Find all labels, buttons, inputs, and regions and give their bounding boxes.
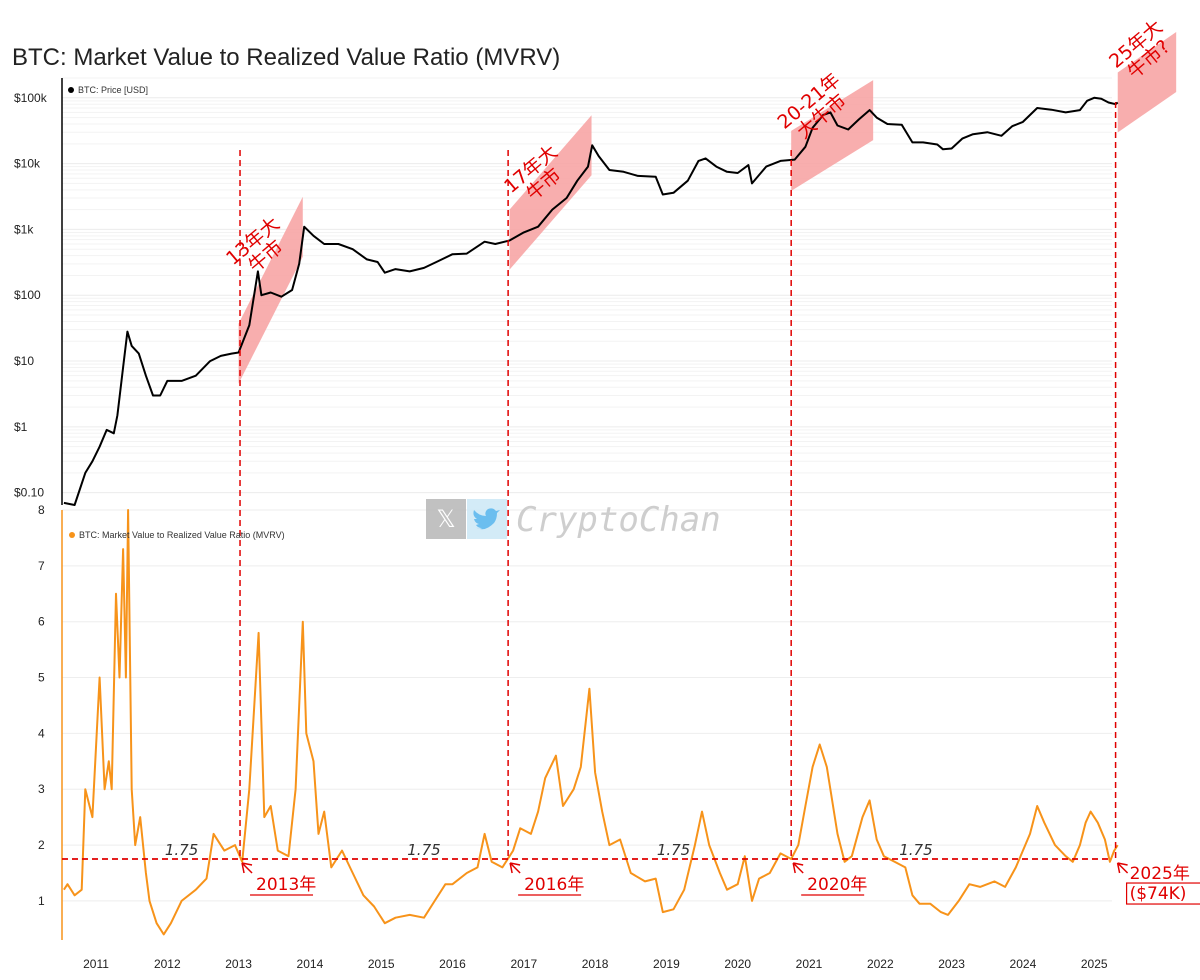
- bull-market-highlight: [791, 80, 874, 191]
- price-grid: [62, 77, 1112, 494]
- marker-sublabel-box: [1125, 882, 1200, 905]
- mvrv-y-tick-label: 7: [38, 559, 45, 573]
- mvrv-y-tick-label: 2: [38, 838, 45, 852]
- x-tick-label: 2019: [653, 957, 680, 971]
- mvrv-legend-label: BTC: Market Value to Realized Value Rati…: [79, 530, 285, 540]
- price-y-tick-label: $10k: [14, 157, 41, 171]
- x-logo-glyph: 𝕏: [436, 505, 455, 533]
- twitter-bird-shape: [473, 508, 500, 530]
- x-logo-icon: [426, 499, 466, 539]
- marker-label: 2020年: [807, 875, 867, 895]
- price-legend-marker: [68, 87, 74, 93]
- mvrv-series-line: [63, 509, 1119, 936]
- bull-market-highlight: [238, 196, 303, 384]
- marker-arrow: [1116, 862, 1129, 874]
- watermark-text: CryptoChan: [516, 500, 721, 540]
- x-tick-label: 2022: [867, 957, 894, 971]
- mvrv-y-tick-label: 1: [38, 894, 45, 908]
- x-tick-label: 2011: [83, 957, 109, 971]
- price-legend-label: BTC: Price [USD]: [78, 85, 148, 95]
- marker-sublabel: ($74K): [1130, 884, 1187, 904]
- mvrv-y-tick-label: 5: [38, 671, 45, 685]
- price-y-tick-label: $100k: [14, 91, 48, 105]
- price-y-tick-label: $0.10: [14, 486, 44, 500]
- x-tick-label: 2024: [1010, 957, 1037, 971]
- x-tick-label: 2020: [724, 957, 751, 971]
- threshold-label: 1.75: [165, 841, 198, 859]
- marker-label: 2013年: [256, 875, 316, 895]
- x-tick-label: 2021: [796, 957, 823, 971]
- chart-title: BTC: Market Value to Realized Value Rati…: [12, 44, 561, 71]
- mvrv-y-tick-label: 3: [38, 782, 45, 796]
- marker-label: 2016年: [524, 875, 584, 895]
- price-y-tick-label: $100: [14, 288, 41, 302]
- threshold-label: 1.75: [899, 841, 932, 859]
- marker-arrow: [792, 862, 804, 874]
- mvrv-legend-marker: [69, 532, 75, 538]
- marker-arrow: [241, 862, 253, 874]
- x-tick-label: 2012: [154, 957, 181, 971]
- x-tick-label: 2015: [368, 957, 395, 971]
- x-tick-label: 2013: [225, 957, 252, 971]
- x-tick-label: 2025: [1081, 957, 1108, 971]
- price-y-tick-label: $1k: [14, 222, 34, 236]
- x-tick-label: 2016: [439, 957, 466, 971]
- mvrv-y-tick-label: 4: [38, 726, 45, 740]
- price-y-tick-label: $1: [14, 420, 28, 434]
- mvrv-y-tick-label: 8: [38, 503, 45, 517]
- x-tick-label: 2018: [582, 957, 609, 971]
- marker-arrow: [509, 862, 521, 874]
- x-tick-label: 2017: [510, 957, 537, 971]
- marker-label: 2025年: [1130, 864, 1190, 884]
- threshold-label: 1.75: [657, 841, 690, 859]
- watermark: 𝕏 CryptoChan: [426, 499, 721, 540]
- x-tick-label: 2014: [297, 957, 324, 971]
- mvrv-y-tick-label: 6: [38, 615, 45, 629]
- bull-market-highlight: [1117, 32, 1177, 133]
- threshold-label: 1.75: [407, 841, 440, 859]
- bull-market-highlight: [509, 115, 592, 270]
- x-tick-label: 2023: [938, 957, 965, 971]
- price-series-line: [63, 96, 1119, 506]
- price-y-tick-label: $10: [14, 354, 34, 368]
- mvrv-grid: [62, 509, 1112, 902]
